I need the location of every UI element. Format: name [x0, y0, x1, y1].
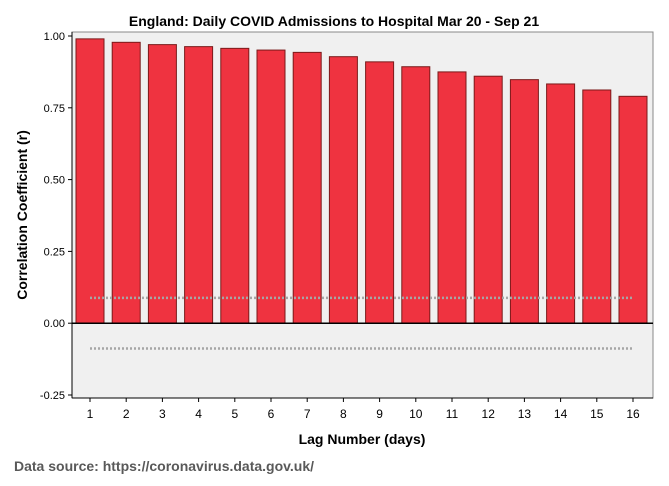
y-tick-label: 0.00: [44, 318, 65, 330]
bar-lag-3: [147, 44, 177, 324]
x-tick-label: 11: [446, 407, 459, 421]
y-axis-ticks: -0.25 0.00 0.25 0.50 0.75 1.00: [40, 31, 72, 402]
bar-lag-11: [437, 71, 467, 324]
bar-lag-9: [365, 61, 395, 324]
x-tick-label: 15: [590, 407, 604, 421]
y-axis-label: Correlation Coefficient (r): [14, 130, 30, 300]
y-tick-label: -0.25: [40, 390, 65, 402]
bar-lag-10: [401, 66, 431, 324]
x-tick-label: 8: [340, 407, 347, 421]
x-tick-label: 16: [626, 407, 640, 421]
bar-lag-13: [509, 79, 539, 324]
confidence-limits: [90, 296, 633, 350]
bars-group: [75, 38, 648, 324]
x-tick-label: 6: [268, 407, 275, 421]
bar-lag-4: [184, 46, 214, 324]
bar-lag-6: [256, 49, 286, 324]
bar-lag-7: [292, 51, 322, 324]
bar-lag-2: [111, 41, 141, 324]
x-tick-label: 12: [482, 407, 496, 421]
x-tick-label: 5: [231, 407, 238, 421]
bar-lag-12: [473, 75, 503, 324]
x-axis-ticks: 1 2 3 4 5 6 7 8 9 10 11 12 13 14 15 16: [87, 398, 640, 421]
x-tick-label: 1: [87, 407, 94, 421]
bar-lag-8: [328, 56, 358, 324]
chart-title: England: Daily COVID Admissions to Hospi…: [129, 13, 539, 29]
y-tick-label: 0.50: [44, 175, 65, 187]
bar-lag-16: [618, 95, 648, 324]
y-tick-label: 0.25: [44, 246, 65, 258]
axes: [71, 32, 653, 399]
bar-lag-14: [546, 83, 576, 324]
x-tick-label: 4: [195, 407, 202, 421]
x-tick-label: 14: [554, 407, 568, 421]
bar-lag-15: [582, 89, 612, 324]
data-source-note: Data source: https://coronavirus.data.go…: [14, 458, 314, 474]
x-tick-label: 13: [518, 407, 532, 421]
x-tick-label: 10: [409, 407, 423, 421]
y-tick-label: 1.00: [44, 31, 65, 43]
bar-lag-5: [220, 47, 250, 324]
x-tick-label: 9: [376, 407, 383, 421]
x-axis-label: Lag Number (days): [299, 431, 426, 447]
x-tick-label: 3: [159, 407, 166, 421]
x-tick-label: 2: [123, 407, 130, 421]
x-tick-label: 7: [304, 407, 311, 421]
y-tick-label: 0.75: [44, 103, 65, 115]
bar-lag-1: [75, 38, 105, 324]
